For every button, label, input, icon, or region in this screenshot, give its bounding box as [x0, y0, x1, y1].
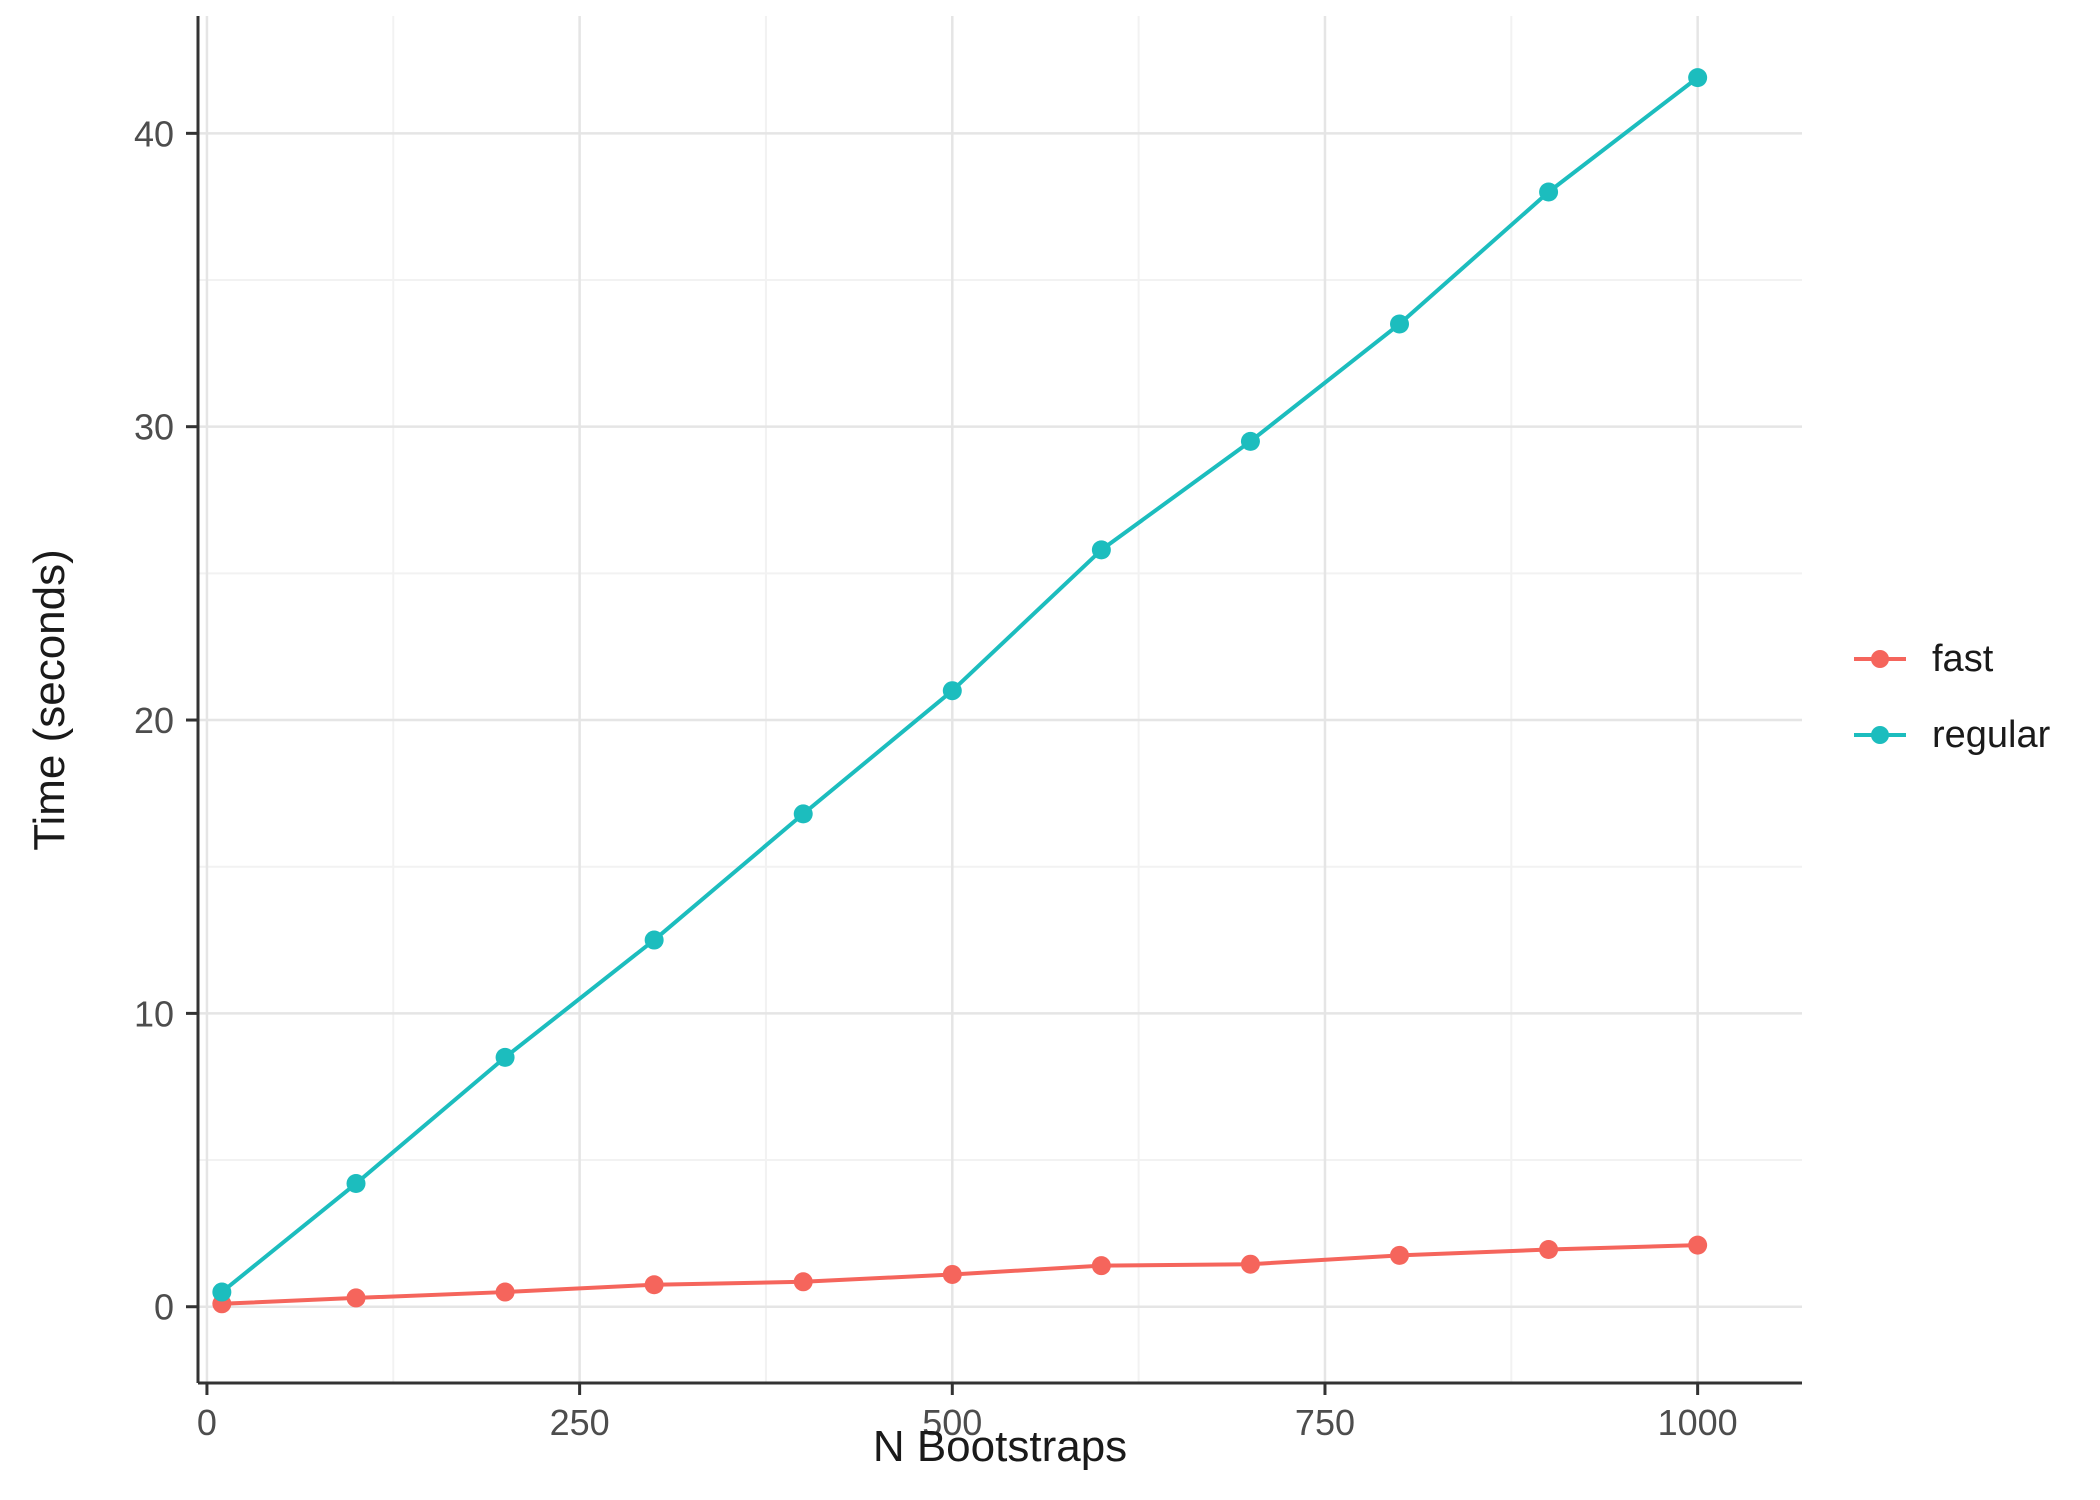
y-tick-label: 20 [134, 700, 174, 741]
chart-legend: fast regular [1852, 631, 2050, 763]
data-point-regular [346, 1174, 366, 1194]
legend-label: regular [1932, 713, 2051, 756]
legend-key-icon [1854, 650, 1906, 668]
data-point-fast [942, 1264, 962, 1284]
data-point-fast [346, 1288, 366, 1308]
x-axis-title: N Bootstraps [872, 1422, 1128, 1471]
y-tick-label: 0 [154, 1287, 174, 1328]
legend-item-regular: regular [1852, 707, 2050, 763]
data-point-regular [942, 681, 962, 701]
data-point-fast [1091, 1256, 1111, 1276]
legend-item-fast: fast [1852, 631, 2050, 687]
y-tick-label: 40 [134, 113, 174, 154]
x-tick-label: 250 [550, 1402, 610, 1443]
data-point-fast [1539, 1240, 1559, 1260]
data-point-regular [1688, 68, 1708, 88]
data-point-fast [495, 1282, 515, 1302]
y-tick-label: 30 [134, 407, 174, 448]
data-point-regular [1240, 431, 1260, 451]
y-tick-label: 10 [134, 993, 174, 1034]
data-point-regular [644, 930, 664, 950]
data-point-regular [1390, 314, 1410, 334]
y-axis-title: Time (seconds) [25, 549, 74, 851]
data-point-regular [495, 1047, 515, 1067]
data-point-regular [212, 1282, 232, 1302]
data-point-fast [1688, 1235, 1708, 1255]
x-tick-label: 0 [197, 1402, 217, 1443]
legend-label: fast [1932, 637, 1994, 680]
data-point-fast [644, 1275, 664, 1295]
data-point-fast [793, 1272, 813, 1292]
x-tick-label: 750 [1295, 1402, 1355, 1443]
x-tick-label: 1000 [1658, 1402, 1738, 1443]
data-point-fast [1240, 1254, 1260, 1274]
legend-key-icon [1854, 726, 1906, 744]
x-tick-label: 500 [922, 1402, 982, 1443]
data-point-regular [1539, 182, 1559, 202]
data-point-fast [1390, 1245, 1410, 1265]
data-point-regular [793, 804, 813, 824]
data-point-regular [1091, 540, 1111, 560]
